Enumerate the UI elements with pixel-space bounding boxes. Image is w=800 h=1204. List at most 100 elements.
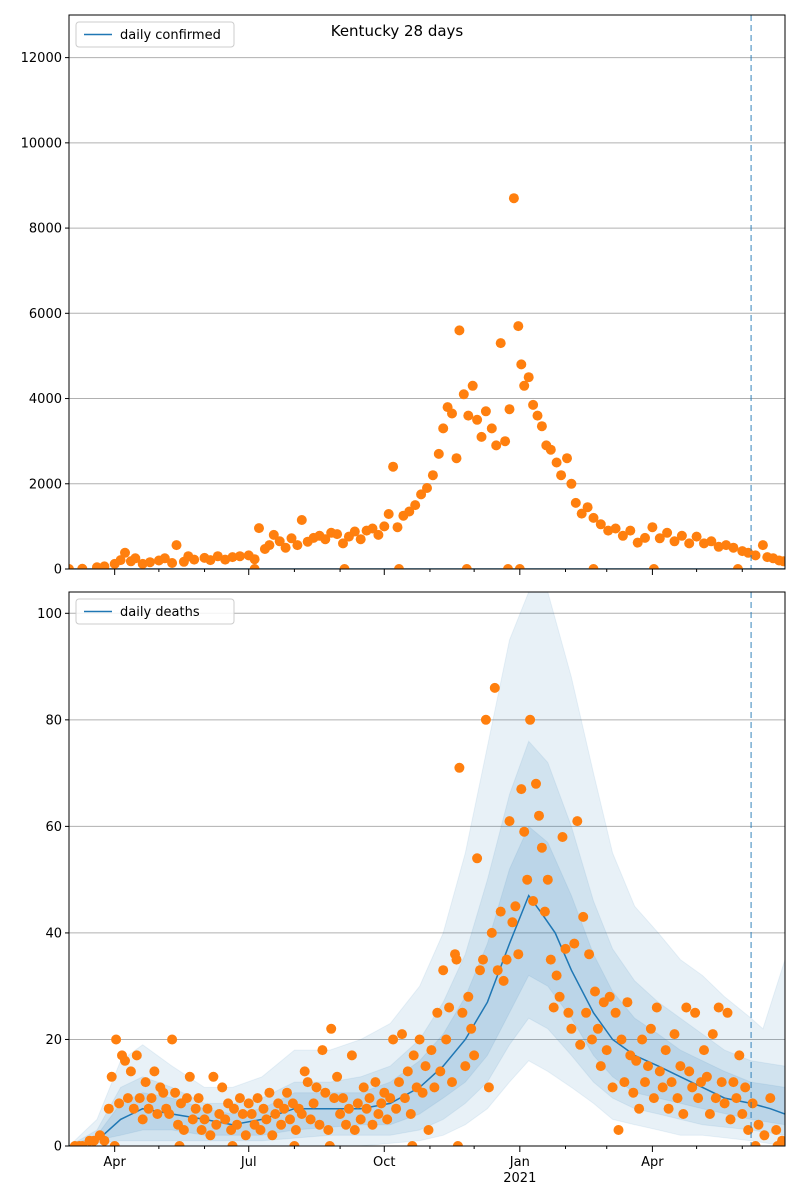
- data-point: [324, 1141, 335, 1146]
- data-point: [587, 1034, 597, 1045]
- data-point: [513, 949, 524, 960]
- data-point: [651, 1002, 662, 1013]
- data-point: [254, 523, 264, 534]
- data-point: [645, 1023, 656, 1034]
- data-point: [289, 1141, 300, 1146]
- x-year-label: 2021: [503, 1171, 536, 1186]
- data-point: [525, 714, 536, 725]
- data-point: [491, 440, 502, 451]
- data-point: [750, 1141, 761, 1146]
- y-tick-label: 0: [54, 1140, 62, 1155]
- data-point: [757, 540, 768, 551]
- data-point: [480, 406, 491, 417]
- data-point: [560, 943, 571, 954]
- data-point: [258, 1103, 269, 1114]
- data-point: [146, 1093, 157, 1104]
- data-point: [394, 564, 404, 569]
- data-point: [534, 810, 544, 821]
- data-point: [514, 564, 525, 569]
- data-point: [388, 461, 399, 472]
- y-tick-label: 6000: [29, 307, 62, 322]
- data-point: [732, 564, 743, 569]
- data-point: [452, 1141, 463, 1146]
- data-point: [376, 1098, 387, 1109]
- data-point: [666, 1077, 677, 1088]
- data-point: [383, 509, 394, 519]
- data-point: [489, 682, 500, 693]
- data-point: [243, 1098, 254, 1109]
- data-point: [545, 444, 556, 455]
- y-tick-label: 40: [45, 926, 62, 941]
- data-point: [753, 1119, 764, 1130]
- data-point: [716, 1077, 727, 1088]
- data-point: [607, 1082, 618, 1093]
- data-point: [536, 421, 547, 432]
- data-point: [556, 470, 567, 481]
- data-point: [447, 1077, 457, 1088]
- data-point: [595, 1061, 606, 1072]
- data-point: [211, 1119, 222, 1130]
- data-point: [189, 554, 200, 565]
- data-point: [109, 1141, 120, 1146]
- data-point: [320, 1087, 331, 1098]
- data-point: [373, 529, 384, 540]
- data-point: [438, 965, 449, 976]
- data-point: [701, 1071, 712, 1082]
- data-point: [252, 1093, 263, 1104]
- data-point: [617, 530, 628, 541]
- data-point: [264, 540, 275, 551]
- legend: daily deaths: [75, 598, 235, 625]
- data-point: [404, 506, 415, 517]
- data-point: [170, 1087, 181, 1098]
- data-point: [290, 1125, 301, 1135]
- data-point: [355, 1114, 366, 1125]
- data-point: [507, 917, 518, 928]
- data-point: [234, 551, 245, 562]
- data-point: [268, 529, 279, 540]
- data-point: [454, 325, 465, 336]
- data-point: [338, 1093, 348, 1104]
- data-point: [759, 1130, 770, 1141]
- data-point: [174, 1141, 185, 1146]
- data-point: [149, 1066, 160, 1077]
- data-point: [338, 538, 348, 549]
- data-point: [349, 526, 360, 537]
- data-point: [554, 991, 565, 1002]
- data-point: [408, 1050, 419, 1061]
- data-point: [478, 954, 488, 965]
- data-point: [115, 555, 126, 566]
- data-point: [193, 1093, 204, 1104]
- data-point: [566, 478, 577, 489]
- data-point: [637, 1034, 648, 1045]
- data-point: [227, 552, 238, 563]
- data-point: [684, 1066, 695, 1077]
- data-point: [654, 533, 665, 544]
- data-point: [616, 1034, 627, 1045]
- data-point: [498, 975, 509, 986]
- legend-box: [75, 21, 235, 48]
- data-point: [405, 1109, 416, 1119]
- data-point: [137, 1114, 148, 1125]
- x-tick-label: Oct: [373, 1155, 395, 1170]
- data-point: [610, 523, 621, 534]
- data-point: [296, 515, 307, 525]
- data-point: [391, 1103, 402, 1114]
- data-point: [578, 911, 589, 922]
- plot-area: [69, 193, 785, 569]
- data-point: [427, 470, 438, 481]
- data-point: [299, 1066, 310, 1077]
- data-point: [416, 489, 427, 500]
- data-point: [539, 906, 550, 917]
- data-point: [196, 1125, 207, 1135]
- data-point: [140, 1077, 151, 1088]
- x-tick-label: Apr: [641, 1155, 664, 1170]
- data-point: [466, 1023, 477, 1034]
- data-point: [414, 1034, 425, 1045]
- data-point: [220, 1114, 231, 1125]
- data-point: [519, 380, 530, 391]
- data-point: [463, 991, 474, 1002]
- data-point: [669, 536, 680, 547]
- figure-title: Kentucky 28 days: [331, 22, 464, 40]
- data-point: [542, 874, 553, 885]
